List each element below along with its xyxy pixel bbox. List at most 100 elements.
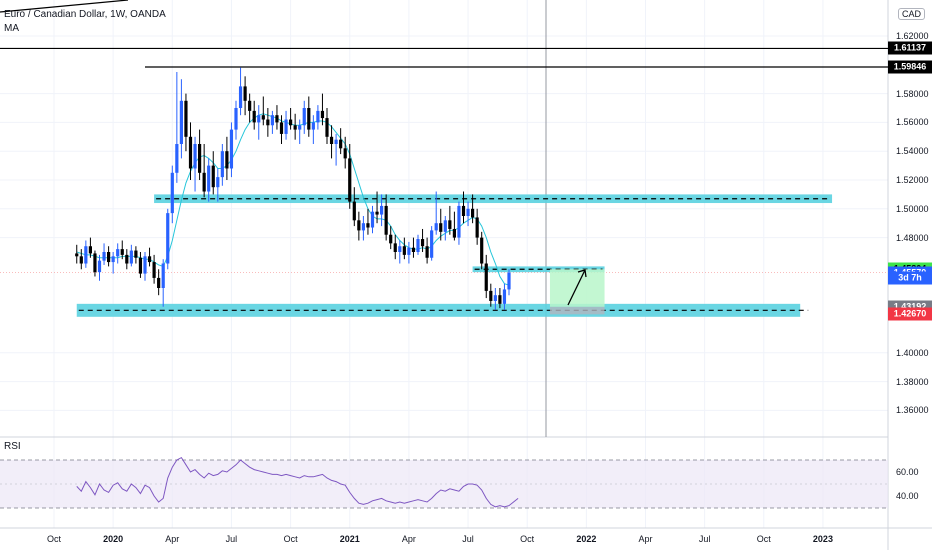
- candle-body: [238, 86, 243, 108]
- candle-body: [307, 108, 311, 130]
- symbol-title[interactable]: Euro / Canadian Dollar, 1W, OANDA: [4, 9, 166, 20]
- candle-body: [225, 151, 229, 169]
- rsi-tick-label: 40.00: [896, 491, 919, 501]
- projection-arrowhead: [577, 269, 587, 278]
- chart-legend: Euro / Canadian Dollar, 1W, OANDA MA: [4, 8, 166, 36]
- currency-badge[interactable]: CAD: [898, 8, 926, 20]
- price-tick-label: 1.52000: [896, 175, 929, 185]
- rsi-band: [0, 460, 888, 508]
- price-tick-label: 1.48000: [896, 232, 929, 243]
- candle-body: [261, 115, 265, 120]
- candle-body: [398, 246, 402, 252]
- candle-body: [270, 115, 274, 126]
- price-tick-label: 1.50000: [896, 203, 929, 214]
- candle-body: [370, 211, 375, 228]
- candle-body: [252, 110, 256, 123]
- time-tick-label: 2022: [576, 534, 597, 544]
- candle-body: [298, 125, 302, 130]
- time-tick-label: 2020: [103, 534, 124, 544]
- time-tick-label: 2023: [812, 534, 833, 544]
- candle-body: [138, 257, 143, 274]
- price-tick-label: 1.58000: [896, 88, 929, 99]
- candle-body: [507, 272, 511, 290]
- candle-body: [143, 256, 147, 274]
- price-tag: 1.61137: [888, 41, 932, 55]
- candle-body: [211, 165, 215, 188]
- candle-body: [302, 108, 306, 126]
- candle-body: [348, 158, 352, 202]
- candle-body: [411, 247, 416, 252]
- candle-body: [339, 139, 343, 149]
- candle-body: [147, 256, 152, 263]
- candle-body: [79, 256, 83, 264]
- candle-body: [248, 100, 252, 111]
- candle-body: [243, 86, 247, 101]
- candle-body: [480, 237, 484, 264]
- candle-body: [484, 263, 488, 291]
- time-tick-label: Apr: [401, 534, 416, 544]
- time-tick-label: Oct: [46, 534, 62, 544]
- candle-body: [489, 290, 493, 301]
- candle-body: [434, 223, 438, 231]
- candle-body: [207, 165, 211, 192]
- price-tag: 3d 7h: [888, 271, 932, 285]
- candle-body: [502, 289, 507, 304]
- candle-body: [184, 100, 188, 137]
- candle-body: [366, 223, 370, 228]
- candle-body: [179, 100, 183, 144]
- price-tick-label: 1.56000: [896, 117, 929, 128]
- candle-body: [84, 246, 88, 264]
- time-tick-label: Jul: [225, 534, 238, 544]
- candle-body: [220, 151, 224, 178]
- price-tick-label: 1.40000: [896, 347, 929, 358]
- candle-body: [116, 249, 120, 257]
- candle-body: [284, 119, 288, 134]
- candle-body: [125, 254, 129, 264]
- time-tick-label: Jul: [462, 534, 474, 544]
- time-tick-label: Apr: [165, 534, 180, 544]
- candle-body: [234, 108, 238, 130]
- rsi-line: [76, 456, 519, 508]
- candle-body: [452, 228, 456, 238]
- candle-body: [134, 250, 138, 258]
- candle-body: [188, 136, 193, 169]
- time-tick-label: 2021: [339, 534, 360, 544]
- candle-body: [430, 230, 434, 258]
- price-tick-label: 1.38000: [896, 376, 929, 387]
- support-zone-3: [76, 303, 801, 317]
- candle-body: [425, 246, 429, 258]
- candle-body: [88, 246, 92, 254]
- candle-body: [129, 250, 133, 264]
- time-tick-label: Apr: [638, 534, 653, 544]
- candle-body: [402, 246, 406, 255]
- price-tag: 1.59846: [888, 60, 932, 74]
- price-tick-label: 1.54000: [896, 146, 929, 157]
- candle-body: [111, 256, 115, 263]
- rsi-tick-label: 60.00: [896, 467, 919, 477]
- candle-body: [475, 217, 479, 238]
- candle-body: [352, 201, 356, 221]
- trend-line: [0, 0, 129, 13]
- time-tick-label: Oct: [283, 534, 298, 544]
- candle-body: [170, 172, 174, 214]
- indicator-label-ma[interactable]: MA: [4, 23, 19, 34]
- candle-body: [198, 144, 202, 173]
- candle-body: [329, 136, 334, 144]
- time-tick-label: Oct: [520, 534, 535, 544]
- candle-body: [325, 118, 329, 137]
- price-tag: 1.42670: [888, 307, 932, 321]
- candle-body: [75, 253, 79, 257]
- candle-body: [275, 115, 279, 123]
- time-tick-label: Jul: [698, 534, 711, 544]
- candle-body: [466, 208, 470, 216]
- candle-body: [166, 213, 170, 264]
- candle-body: [93, 253, 97, 273]
- candle-body: [175, 144, 179, 173]
- rsi-title[interactable]: RSI: [4, 441, 21, 452]
- candle-body: [107, 252, 111, 263]
- candle-body: [393, 243, 397, 252]
- candle-body: [279, 122, 284, 134]
- candle-body: [266, 119, 270, 126]
